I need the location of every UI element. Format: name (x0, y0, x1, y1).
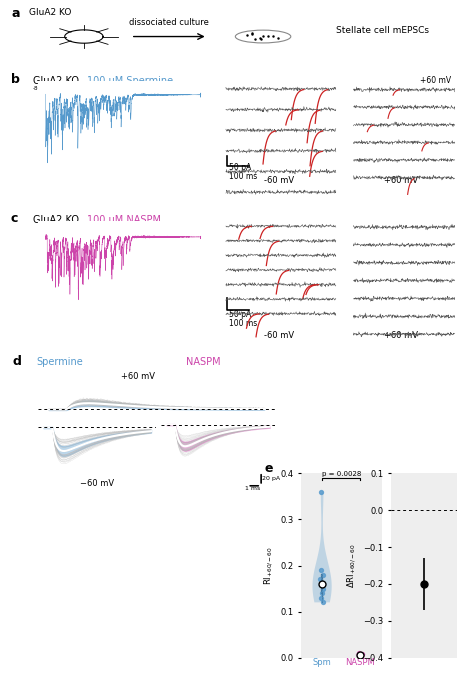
Text: +30: +30 (162, 86, 173, 91)
Text: -60: -60 (56, 86, 65, 91)
Y-axis label: $\mathrm{RI_{+60/-60}}$: $\mathrm{RI_{+60/-60}}$ (262, 546, 274, 585)
Text: 0: 0 (130, 86, 134, 91)
Y-axis label: $\mathrm{\Delta RI_{+60/-60}}$: $\mathrm{\Delta RI_{+60/-60}}$ (345, 543, 357, 588)
Text: -30: -30 (92, 86, 101, 91)
Text: -80: -80 (33, 86, 42, 91)
Text: 100 ms: 100 ms (229, 319, 258, 329)
Text: Stellate cell mEPSCs: Stellate cell mEPSCs (336, 26, 429, 35)
Point (317, 486, 325, 497)
Text: NASPM: NASPM (346, 658, 375, 667)
Text: 10 s: 10 s (70, 172, 86, 181)
Text: +40: +40 (173, 86, 185, 91)
Text: -70: -70 (45, 86, 54, 91)
Text: +10: +10 (138, 86, 150, 91)
Text: c: c (11, 212, 18, 226)
Text: 50 pA: 50 pA (229, 310, 252, 319)
Text: a: a (11, 7, 20, 20)
Text: +50: +50 (185, 86, 197, 91)
Text: 50 pA: 50 pA (229, 163, 252, 172)
Text: 10 s: 10 s (70, 319, 86, 329)
Text: -60 mV: -60 mV (264, 176, 294, 185)
Text: 20 pA: 20 pA (262, 476, 280, 482)
Text: d: d (13, 356, 22, 368)
Text: 100 μM NASPM: 100 μM NASPM (87, 215, 161, 225)
Text: -60 mV: -60 mV (264, 331, 294, 340)
Text: GluA2 KO: GluA2 KO (28, 8, 71, 17)
Point (319, 587, 326, 599)
Text: +60 mV: +60 mV (420, 76, 451, 85)
Point (357, 650, 365, 661)
Text: p = 0.0028: p = 0.0028 (321, 471, 361, 477)
Point (319, 578, 327, 590)
Text: b: b (11, 73, 20, 86)
Point (355, 651, 363, 662)
Text: +60 mV: +60 mV (384, 331, 418, 340)
Text: -20: -20 (104, 86, 113, 91)
Text: +20: +20 (150, 86, 162, 91)
Text: +60 mV: +60 mV (384, 176, 418, 185)
Point (319, 569, 327, 580)
Point (319, 583, 327, 594)
Text: Spm: Spm (313, 658, 331, 667)
Text: 100 ms: 100 ms (229, 172, 258, 181)
Point (358, 649, 365, 660)
Point (316, 574, 324, 585)
Point (317, 564, 325, 576)
Text: NASPM: NASPM (186, 357, 220, 367)
Text: GluA2 KO: GluA2 KO (33, 215, 85, 225)
Point (319, 597, 327, 608)
Text: 1 ms: 1 ms (245, 486, 260, 491)
Point (356, 647, 363, 658)
Text: GluA2 KO: GluA2 KO (33, 76, 85, 86)
Text: −60 mV: −60 mV (80, 479, 114, 488)
Text: 25 pA: 25 pA (70, 310, 92, 319)
Text: -10: -10 (116, 86, 125, 91)
Text: 25 pA: 25 pA (70, 163, 92, 172)
Point (317, 592, 324, 603)
Text: -50: -50 (68, 86, 77, 91)
Text: +60 mV: +60 mV (121, 372, 155, 381)
Text: dissociated culture: dissociated culture (129, 17, 209, 26)
Text: -40: -40 (80, 86, 89, 91)
Text: Spermine: Spermine (36, 357, 83, 367)
Text: e: e (264, 462, 273, 475)
Text: 100 μM Spermine: 100 μM Spermine (87, 76, 173, 86)
